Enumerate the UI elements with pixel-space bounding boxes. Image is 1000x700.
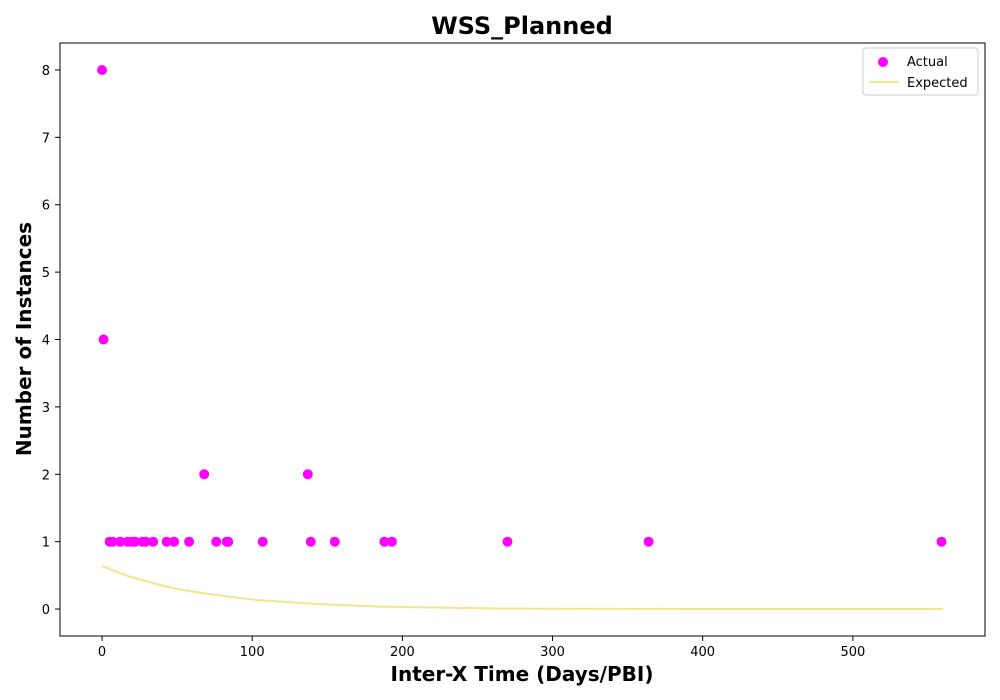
x-tick-label: 400 [690, 645, 715, 660]
x-axis-ticks: 0 100 200 300 400 500 [98, 636, 865, 660]
data-point-actual [936, 536, 947, 547]
data-point-actual [115, 536, 126, 547]
chart-title: WSS_Planned [431, 12, 613, 40]
data-point-actual [130, 536, 141, 547]
x-tick-label: 300 [540, 645, 565, 660]
series-line-expected [101, 564, 943, 610]
y-tick-label: 2 [42, 468, 50, 483]
data-point-actual [502, 536, 513, 547]
data-point-actual [386, 536, 397, 547]
y-tick-label: 5 [42, 266, 50, 281]
y-tick-label: 1 [42, 536, 50, 551]
y-tick-label: 4 [42, 334, 50, 349]
y-tick-label: 0 [42, 603, 50, 618]
y-tick-label: 6 [42, 199, 50, 214]
data-point-actual [140, 536, 151, 547]
data-point-actual [329, 536, 340, 547]
data-point-actual [223, 536, 234, 547]
x-tick-label: 200 [390, 645, 415, 660]
data-point-actual [98, 334, 109, 345]
data-point-actual [257, 536, 268, 547]
legend-marker-actual [878, 57, 888, 67]
legend-label-expected: Expected [907, 76, 968, 91]
data-point-actual [161, 536, 172, 547]
data-point-actual [302, 469, 313, 480]
legend-box [862, 47, 979, 96]
y-axis-ticks: 0 1 2 3 4 5 6 7 8 [42, 64, 60, 618]
data-point-actual [199, 469, 210, 480]
y-axis-title: Number of Instances [12, 222, 36, 456]
y-tick-label: 3 [42, 401, 50, 416]
y-tick-label: 7 [42, 131, 50, 146]
x-tick-label: 500 [840, 645, 865, 660]
y-tick-label: 8 [42, 64, 50, 79]
data-point-actual [97, 65, 107, 75]
data-point-actual [107, 536, 118, 547]
legend-label-actual: Actual [907, 55, 948, 70]
x-tick-label: 0 [98, 645, 106, 660]
data-point-actual [379, 536, 390, 547]
x-tick-label: 100 [240, 645, 265, 660]
legend: Actual Expected [862, 47, 979, 96]
data-point-actual [643, 536, 654, 547]
data-point-actual [305, 536, 316, 547]
x-axis-title: Inter-X Time (Days/PBI) [391, 662, 654, 686]
data-point-actual [211, 536, 222, 547]
series-layer [97, 65, 947, 610]
data-point-actual [169, 536, 180, 547]
data-point-actual [184, 536, 195, 547]
data-point-actual [148, 536, 159, 547]
